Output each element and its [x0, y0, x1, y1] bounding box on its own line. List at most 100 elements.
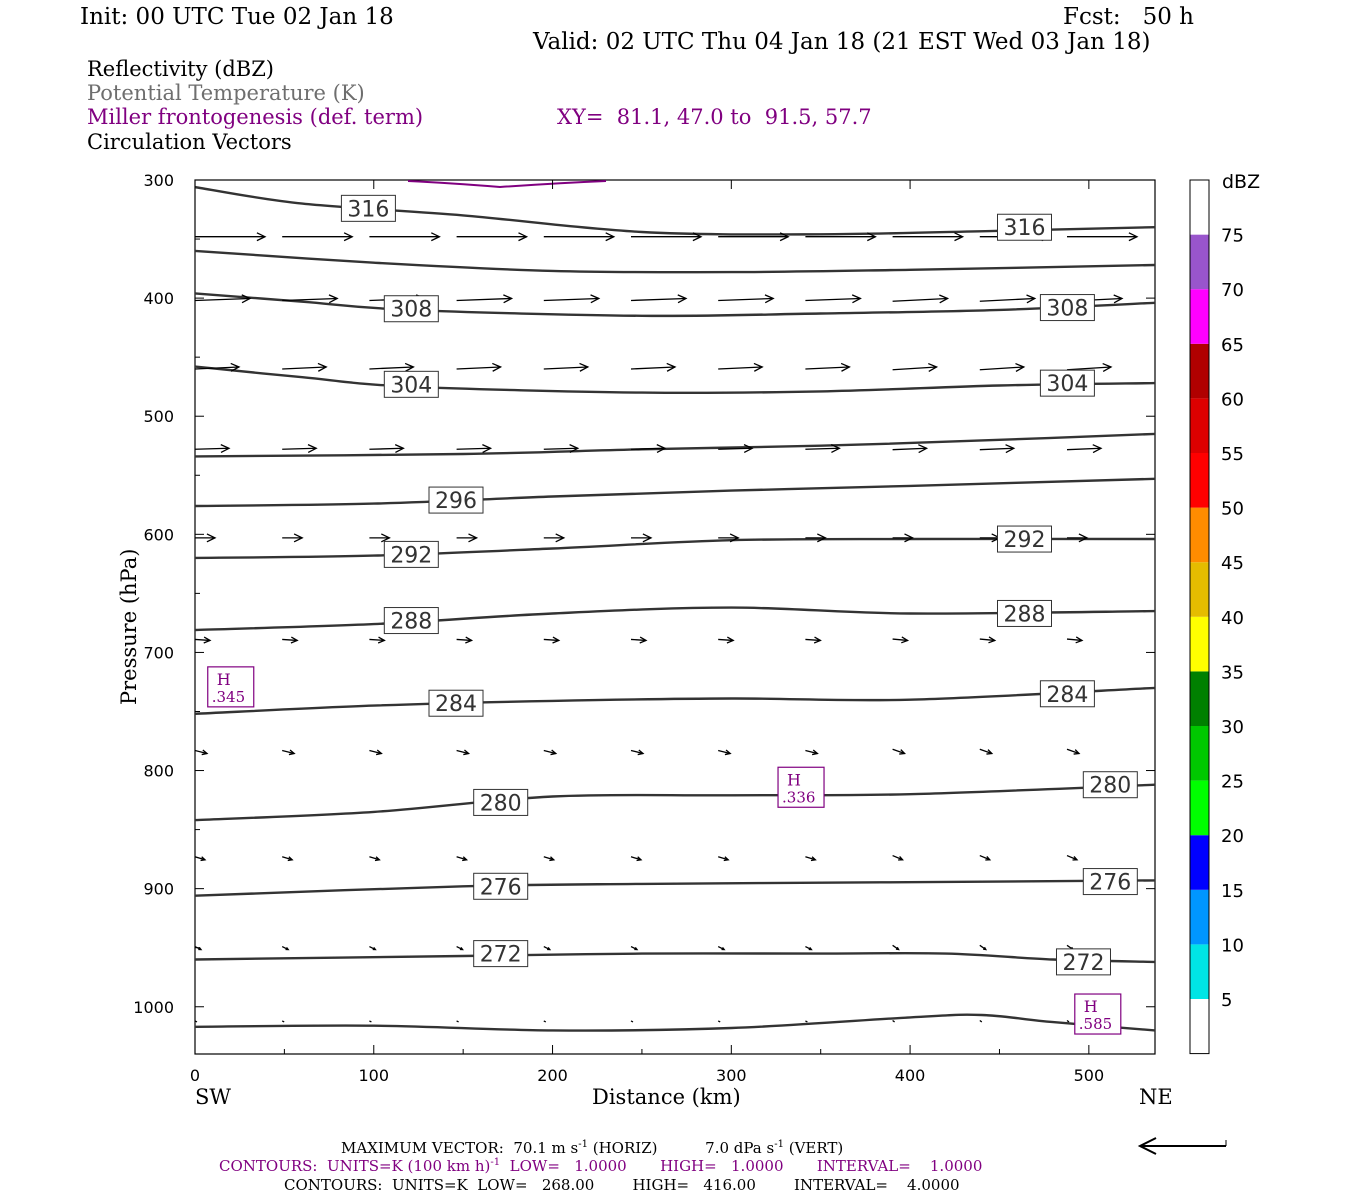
circulation-vector: [892, 232, 965, 242]
y-tick-label: 800: [143, 762, 174, 781]
circulation-vector: [456, 533, 479, 543]
circulation-vector: [718, 533, 740, 543]
circulation-vector: [543, 362, 590, 372]
isentrope-276: [195, 879, 1155, 897]
circulation-vector: [195, 533, 217, 543]
isentrope-label: 288: [390, 610, 432, 635]
circulation-vector: [543, 945, 552, 951]
frontogenesis-contour: [407, 180, 607, 189]
x-axis-title: Distance (km): [592, 1085, 741, 1109]
isentrope-284: [195, 686, 1155, 715]
circulation-vector: [630, 362, 677, 372]
isentrope-label: 272: [1062, 951, 1104, 976]
isentrope-label: 284: [435, 692, 477, 717]
isentrope-label: 276: [1089, 871, 1131, 896]
circulation-vector: [892, 294, 950, 304]
circulation-vector: [630, 294, 688, 304]
circulation-vector: [195, 1020, 198, 1023]
isentrope-label: 292: [390, 543, 432, 568]
x-tick-label: 0: [190, 1066, 200, 1085]
circulation-vector: [456, 945, 464, 951]
colorbar-label: 50: [1221, 499, 1244, 520]
circulation-vector: [631, 232, 703, 242]
isentrope-label-box: [1039, 680, 1095, 708]
frontogenesis-contour-info: CONTOURS: UNITS=K (100 km h)-1 LOW= 1.00…: [219, 1157, 983, 1175]
circulation-vector: [543, 294, 601, 304]
circulation-vector: [282, 636, 299, 644]
circulation-vector: [282, 749, 296, 756]
circulation-vector: [892, 533, 915, 543]
frontogenesis-max-value: .336: [782, 788, 815, 806]
circulation-vector: [630, 444, 667, 454]
circulation-vector: [456, 636, 474, 644]
circulation-vector: [282, 444, 318, 454]
circulation-vector: [718, 749, 732, 756]
colorbar-label: 25: [1221, 772, 1244, 793]
circulation-vector: [718, 636, 735, 644]
legend-reflectivity: Reflectivity (dBZ): [87, 57, 275, 81]
colorbar-swatch: [1190, 398, 1209, 453]
circulation-vector: [892, 748, 907, 755]
isentrope-288: [195, 606, 1155, 632]
isentrope-label-box: [473, 940, 529, 968]
isentrope-label: 316: [1003, 216, 1045, 241]
colorbar-label: 70: [1221, 280, 1244, 301]
circulation-vector: [630, 636, 648, 644]
circulation-vector: [892, 444, 929, 454]
circulation-vector: [892, 854, 904, 861]
circulation-vector: [195, 294, 252, 304]
circulation-vector: [1066, 854, 1079, 861]
circulation-vector: [979, 748, 994, 755]
colorbar-label: 30: [1221, 717, 1244, 738]
circulation-vector: [195, 856, 207, 862]
isentrope-272: [195, 951, 1155, 964]
colorbar-label: 40: [1221, 608, 1244, 629]
colorbar-swatch: [1190, 726, 1209, 781]
frontogenesis-max-value: .585: [1079, 1015, 1112, 1033]
isentrope-label-box: [428, 486, 484, 514]
isentrope-label-box: [383, 370, 439, 398]
isentrope-label: 272: [480, 943, 522, 968]
circulation-vector: [195, 232, 267, 242]
circulation-vector: [282, 294, 339, 304]
circulation-vector: [718, 294, 775, 304]
circulation-vector: [718, 444, 754, 454]
circulation-vector: [805, 444, 841, 454]
circulation-vector: [630, 749, 645, 756]
colorbar-swatch: [1190, 999, 1209, 1054]
colorbar-swatch: [1190, 889, 1209, 945]
y-tick-label: 1000: [133, 998, 174, 1017]
circulation-vector: [717, 945, 726, 951]
circulation-vector: [1066, 362, 1113, 372]
isentrope-label-box: [383, 540, 439, 568]
circulation-vector: [282, 362, 328, 372]
colorbar-label: 60: [1221, 389, 1244, 410]
frontogenesis-max-box: [1074, 993, 1122, 1035]
frontogenesis-max-value: .345: [212, 688, 245, 706]
circulation-vector: [1067, 533, 1089, 543]
isentrope-label-box: [1082, 771, 1138, 799]
circulation-vector: [369, 749, 383, 756]
colorbar-label: 45: [1221, 553, 1244, 574]
circulation-vector: [892, 944, 900, 951]
isentrope-label: 288: [1003, 602, 1045, 627]
circulation-vector: [369, 533, 391, 543]
circulation-vector: [805, 749, 819, 756]
isentrope-292: [195, 537, 1155, 560]
circulation-vector: [543, 856, 556, 862]
isentrope-268: [195, 1013, 1155, 1032]
isentrope-label-box: [996, 525, 1052, 553]
circulation-vector: [718, 362, 764, 372]
circulation-vector: [631, 533, 653, 543]
isentrope-label: 276: [480, 875, 522, 900]
circulation-vector: [630, 856, 643, 862]
isentrope-label-box: [383, 607, 439, 635]
circulation-vector: [979, 294, 1037, 304]
colorbar-swatch: [1190, 835, 1209, 890]
colorbar-swatch: [1190, 944, 1209, 999]
circulation-vector: [281, 945, 290, 951]
colorbar-swatch: [1190, 616, 1209, 672]
x-tick-label: 200: [537, 1066, 568, 1085]
legend-theta: Potential Temperature (K): [87, 81, 365, 105]
